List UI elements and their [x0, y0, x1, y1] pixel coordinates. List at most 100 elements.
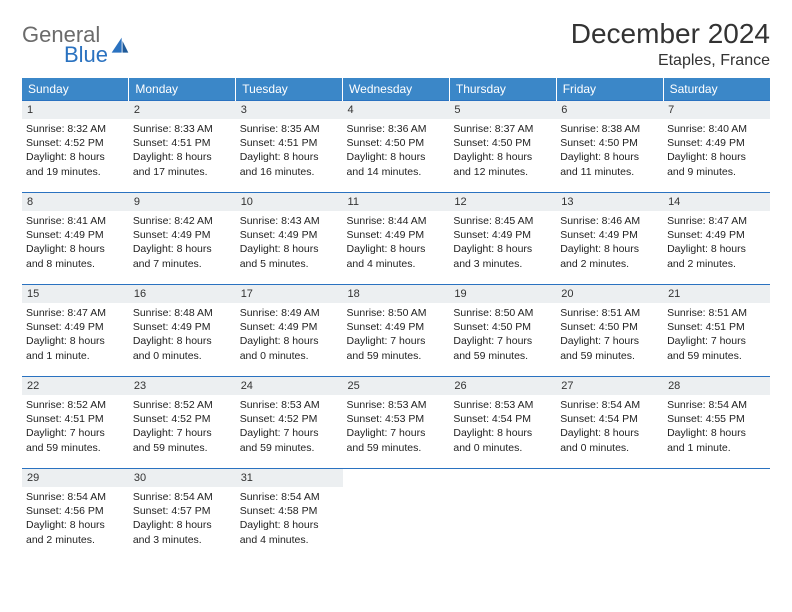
day-number: 4: [343, 101, 450, 119]
sunrise-text: Sunrise: 8:53 AM: [453, 398, 552, 412]
sunset-text: Sunset: 4:49 PM: [26, 228, 125, 242]
day-number: 10: [236, 193, 343, 211]
day-number: 2: [129, 101, 236, 119]
day-number: 21: [663, 285, 770, 303]
daylight-text: Daylight: 7 hours and 59 minutes.: [453, 334, 552, 362]
day-number: 9: [129, 193, 236, 211]
day-details: Sunrise: 8:53 AMSunset: 4:52 PMDaylight:…: [240, 398, 339, 455]
calendar-day: 29Sunrise: 8:54 AMSunset: 4:56 PMDayligh…: [22, 469, 129, 561]
sunrise-text: Sunrise: 8:41 AM: [26, 214, 125, 228]
sunrise-text: Sunrise: 8:43 AM: [240, 214, 339, 228]
sunset-text: Sunset: 4:49 PM: [560, 228, 659, 242]
day-number: 26: [449, 377, 556, 395]
calendar-day: 30Sunrise: 8:54 AMSunset: 4:57 PMDayligh…: [129, 469, 236, 561]
day-number: 22: [22, 377, 129, 395]
sunset-text: Sunset: 4:50 PM: [453, 136, 552, 150]
day-number: 17: [236, 285, 343, 303]
month-title: December 2024: [571, 18, 770, 50]
calendar-day: 15Sunrise: 8:47 AMSunset: 4:49 PMDayligh…: [22, 285, 129, 377]
daylight-text: Daylight: 8 hours and 3 minutes.: [133, 518, 232, 546]
daylight-text: Daylight: 8 hours and 7 minutes.: [133, 242, 232, 270]
sunrise-text: Sunrise: 8:50 AM: [453, 306, 552, 320]
daylight-text: Daylight: 8 hours and 4 minutes.: [347, 242, 446, 270]
day-number: 31: [236, 469, 343, 487]
daylight-text: Daylight: 8 hours and 5 minutes.: [240, 242, 339, 270]
day-number: 7: [663, 101, 770, 119]
logo: General Blue: [22, 24, 130, 68]
calendar-day: 19Sunrise: 8:50 AMSunset: 4:50 PMDayligh…: [449, 285, 556, 377]
day-number: 30: [129, 469, 236, 487]
calendar-day: 28Sunrise: 8:54 AMSunset: 4:55 PMDayligh…: [663, 377, 770, 469]
calendar-day: 2 Sunrise: 8:33 AMSunset: 4:51 PMDaylight…: [129, 101, 236, 193]
day-details: Sunrise: 8:50 AMSunset: 4:50 PMDaylight:…: [453, 306, 552, 363]
sunrise-text: Sunrise: 8:35 AM: [240, 122, 339, 136]
sunrise-text: Sunrise: 8:54 AM: [667, 398, 766, 412]
day-number: 8: [22, 193, 129, 211]
day-number: 12: [449, 193, 556, 211]
day-number: 1: [22, 101, 129, 119]
calendar-day: 23 Sunrise: 8:52 AMSunset: 4:52 PMDayligh…: [129, 377, 236, 469]
sunset-text: Sunset: 4:49 PM: [240, 320, 339, 334]
calendar-day: 5 Sunrise: 8:37 AMSunset: 4:50 PMDaylight…: [449, 101, 556, 193]
calendar-day: 25Sunrise: 8:53 AMSunset: 4:53 PMDayligh…: [343, 377, 450, 469]
calendar-empty: [343, 469, 450, 561]
calendar-day: 17Sunrise: 8:49 AMSunset: 4:49 PMDayligh…: [236, 285, 343, 377]
sunrise-text: Sunrise: 8:45 AM: [453, 214, 552, 228]
day-number: 20: [556, 285, 663, 303]
sunrise-text: Sunrise: 8:51 AM: [560, 306, 659, 320]
sunset-text: Sunset: 4:50 PM: [453, 320, 552, 334]
sunrise-text: Sunrise: 8:50 AM: [347, 306, 446, 320]
daylight-text: Daylight: 8 hours and 2 minutes.: [26, 518, 125, 546]
calendar-body: 1Sunrise: 8:32 AMSunset: 4:52 PMDaylight…: [22, 101, 770, 561]
calendar-day: 18Sunrise: 8:50 AMSunset: 4:49 PMDayligh…: [343, 285, 450, 377]
sunset-text: Sunset: 4:54 PM: [560, 412, 659, 426]
daylight-text: Daylight: 8 hours and 4 minutes.: [240, 518, 339, 546]
daylight-text: Daylight: 8 hours and 14 minutes.: [347, 150, 446, 178]
sunrise-text: Sunrise: 8:49 AM: [240, 306, 339, 320]
weekday-header: Monday: [129, 78, 236, 101]
sunset-text: Sunset: 4:51 PM: [133, 136, 232, 150]
sunrise-text: Sunrise: 8:47 AM: [26, 306, 125, 320]
sunset-text: Sunset: 4:50 PM: [560, 136, 659, 150]
sunset-text: Sunset: 4:51 PM: [26, 412, 125, 426]
day-details: Sunrise: 8:47 AMSunset: 4:49 PMDaylight:…: [26, 306, 125, 363]
sunrise-text: Sunrise: 8:53 AM: [240, 398, 339, 412]
sunset-text: Sunset: 4:51 PM: [240, 136, 339, 150]
calendar-day: 4Sunrise: 8:36 AMSunset: 4:50 PMDaylight…: [343, 101, 450, 193]
calendar-day: 8 Sunrise: 8:41 AMSunset: 4:49 PMDaylight…: [22, 193, 129, 285]
day-details: Sunrise: 8:37 AMSunset: 4:50 PMDaylight:…: [453, 122, 552, 179]
day-details: Sunrise: 8:42 AMSunset: 4:49 PMDaylight:…: [133, 214, 232, 271]
day-details: Sunrise: 8:33 AMSunset: 4:51 PMDaylight:…: [133, 122, 232, 179]
calendar-week: 1Sunrise: 8:32 AMSunset: 4:52 PMDaylight…: [22, 101, 770, 193]
day-details: Sunrise: 8:43 AMSunset: 4:49 PMDaylight:…: [240, 214, 339, 271]
sunset-text: Sunset: 4:52 PM: [26, 136, 125, 150]
sunset-text: Sunset: 4:49 PM: [667, 136, 766, 150]
weekday-header: Friday: [556, 78, 663, 101]
sunset-text: Sunset: 4:49 PM: [347, 228, 446, 242]
sunrise-text: Sunrise: 8:54 AM: [560, 398, 659, 412]
sunset-text: Sunset: 4:54 PM: [453, 412, 552, 426]
sunrise-text: Sunrise: 8:40 AM: [667, 122, 766, 136]
day-number: 5: [449, 101, 556, 119]
day-number: 16: [129, 285, 236, 303]
sunset-text: Sunset: 4:49 PM: [453, 228, 552, 242]
sunset-text: Sunset: 4:49 PM: [133, 320, 232, 334]
weekday-header: Thursday: [449, 78, 556, 101]
day-details: Sunrise: 8:54 AMSunset: 4:56 PMDaylight:…: [26, 490, 125, 547]
day-details: Sunrise: 8:54 AMSunset: 4:55 PMDaylight:…: [667, 398, 766, 455]
sunset-text: Sunset: 4:58 PM: [240, 504, 339, 518]
daylight-text: Daylight: 8 hours and 9 minutes.: [667, 150, 766, 178]
daylight-text: Daylight: 7 hours and 59 minutes.: [240, 426, 339, 454]
sunrise-text: Sunrise: 8:53 AM: [347, 398, 446, 412]
daylight-text: Daylight: 8 hours and 0 minutes.: [560, 426, 659, 454]
calendar-empty: [663, 469, 770, 561]
calendar-day: 9 Sunrise: 8:42 AMSunset: 4:49 PMDaylight…: [129, 193, 236, 285]
day-details: Sunrise: 8:41 AMSunset: 4:49 PMDaylight:…: [26, 214, 125, 271]
sunset-text: Sunset: 4:51 PM: [667, 320, 766, 334]
day-details: Sunrise: 8:53 AMSunset: 4:53 PMDaylight:…: [347, 398, 446, 455]
daylight-text: Daylight: 7 hours and 59 minutes.: [347, 426, 446, 454]
daylight-text: Daylight: 7 hours and 59 minutes.: [133, 426, 232, 454]
day-number: 23: [129, 377, 236, 395]
day-details: Sunrise: 8:52 AMSunset: 4:52 PMDaylight:…: [133, 398, 232, 455]
sunset-text: Sunset: 4:50 PM: [560, 320, 659, 334]
